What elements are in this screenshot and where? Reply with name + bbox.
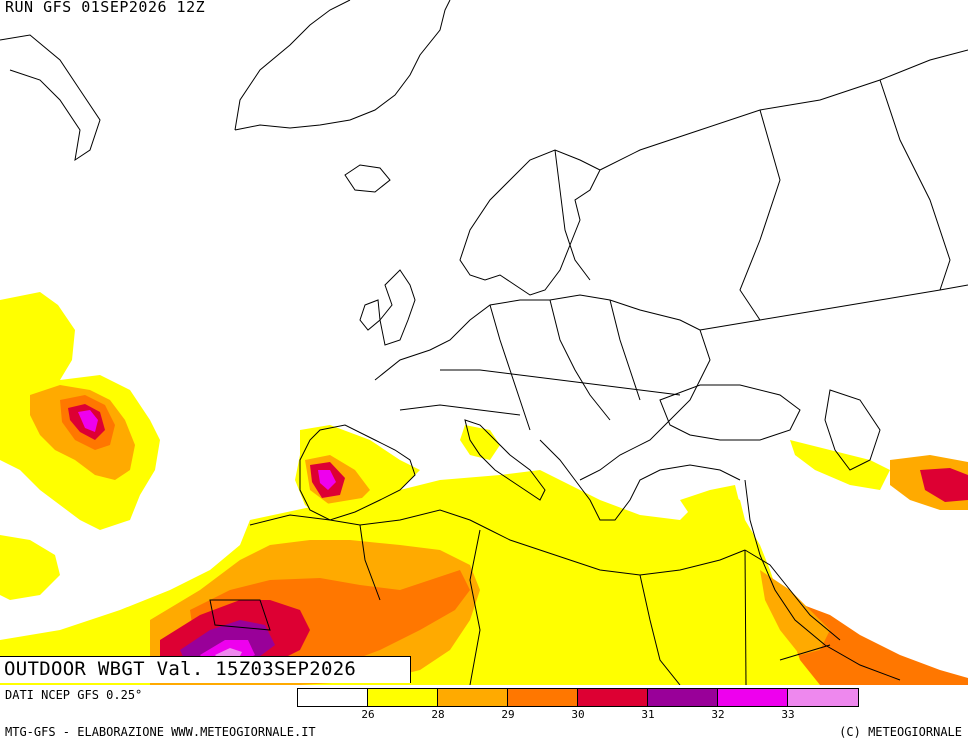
- legend-tick-31: 31: [641, 708, 655, 721]
- legend-tick-30: 30: [571, 708, 585, 721]
- legend-swatch-6: [718, 689, 788, 706]
- legend-tick-26: 26: [361, 708, 375, 721]
- product-label-box: OUTDOOR WBGT Val. 15Z03SEP2026: [0, 656, 411, 683]
- product-label: OUTDOOR WBGT Val. 15Z03SEP2026: [4, 658, 357, 680]
- color-legend: [297, 688, 859, 707]
- weather-map: [0, 0, 968, 685]
- legend-tick-33: 33: [781, 708, 795, 721]
- legend-swatch-4: [578, 689, 648, 706]
- coastlines: [0, 0, 968, 685]
- source-label: DATI NCEP GFS 0.25°: [5, 688, 143, 702]
- legend-swatch-5: [648, 689, 718, 706]
- legend-swatch-0: [298, 689, 368, 706]
- legend-tick-29: 29: [501, 708, 515, 721]
- run-title: RUN GFS 01SEP2026 12Z: [3, 0, 208, 16]
- legend-tick-32: 32: [711, 708, 725, 721]
- legend-swatch-3: [508, 689, 578, 706]
- legend-swatch-7: [788, 689, 858, 706]
- credit-right: (C) METEOGIORNALE: [839, 725, 962, 739]
- legend-swatch-1: [368, 689, 438, 706]
- legend-ticks: 26 28 29 30 31 32 33: [297, 708, 861, 722]
- legend-swatch-2: [438, 689, 508, 706]
- footer: DATI NCEP GFS 0.25° 26 28 29 30 31 32 33 MTG-G…: [0, 685, 968, 745]
- legend-tick-28: 28: [431, 708, 445, 721]
- credit-left: MTG-GFS - ELABORAZIONE WWW.METEOGIORNALE…: [5, 725, 316, 739]
